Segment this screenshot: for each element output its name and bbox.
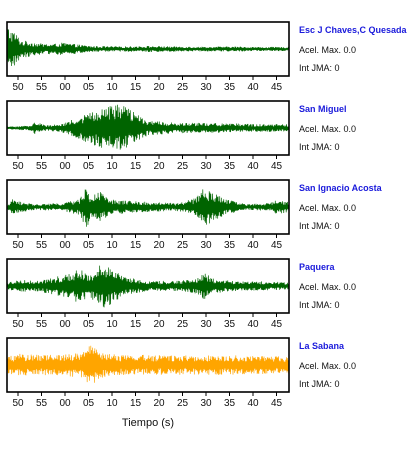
x-tick-label: 55 (36, 319, 48, 330)
x-tick-label: 50 (12, 82, 24, 93)
waveform-trace (7, 29, 289, 67)
x-tick-label: 55 (36, 161, 48, 172)
x-tick-label: 35 (224, 319, 236, 330)
x-tick-label: 30 (200, 398, 212, 409)
station-name: San Ignacio Acosta (299, 183, 383, 193)
x-tick-label: 55 (36, 82, 48, 93)
station-name: La Sabana (299, 341, 345, 351)
seismogram-panel: 50 55 00 05 10 15 20 25 30 35 40 45 San Miguel Acel. … (6, 100, 356, 172)
waveform-trace (7, 265, 289, 308)
x-tick-label: 00 (59, 161, 71, 172)
int-jma-label: Int JMA: 0 (299, 379, 340, 389)
x-tick-label: 15 (130, 240, 142, 251)
x-tick-label: 00 (59, 240, 71, 251)
x-tick-label: 15 (130, 161, 142, 172)
x-tick-label: 20 (153, 240, 165, 251)
int-jma-label: Int JMA: 0 (299, 63, 340, 73)
x-tick-label: 55 (36, 398, 48, 409)
x-tick-label: 35 (224, 240, 236, 251)
x-tick-label: 45 (271, 161, 283, 172)
waveform-trace (7, 104, 289, 150)
x-tick-label: 35 (224, 398, 236, 409)
x-tick-label: 20 (153, 319, 165, 330)
x-tick-label: 00 (59, 82, 71, 93)
x-tick-label: 05 (83, 319, 95, 330)
int-jma-label: Int JMA: 0 (299, 142, 340, 152)
x-tick-label: 40 (247, 398, 259, 409)
x-tick-label: 35 (224, 161, 236, 172)
x-tick-label: 30 (200, 319, 212, 330)
panel-frame (6, 100, 290, 156)
x-tick-label: 10 (106, 161, 118, 172)
x-axis-title: Tiempo (s) (122, 417, 174, 429)
acel-max-label: Acel. Max. 0.0 (299, 203, 356, 213)
x-tick-label: 15 (130, 398, 142, 409)
station-name: Esc J Chaves,C Quesada (299, 25, 408, 35)
x-tick-label: 50 (12, 319, 24, 330)
x-tick-label: 10 (106, 240, 118, 251)
x-tick-label: 25 (177, 319, 189, 330)
acel-max-label: Acel. Max. 0.0 (299, 45, 356, 55)
waveform-trace (7, 189, 289, 227)
panel-frame (6, 337, 290, 393)
station-name: Paquera (299, 262, 336, 272)
seismogram-panel: 50 55 00 05 10 15 20 25 30 35 40 45 Paquera Acel. Max… (6, 258, 356, 330)
x-tick-label: 00 (59, 398, 71, 409)
x-tick-label: 05 (83, 82, 95, 93)
x-tick-label: 30 (200, 82, 212, 93)
x-tick-label: 25 (177, 161, 189, 172)
x-tick-label: 50 (12, 240, 24, 251)
x-tick-label: 40 (247, 319, 259, 330)
int-jma-label: Int JMA: 0 (299, 300, 340, 310)
waveform-trace (7, 345, 289, 383)
x-tick-label: 25 (177, 398, 189, 409)
x-tick-label: 05 (83, 161, 95, 172)
x-tick-label: 30 (200, 161, 212, 172)
x-tick-label: 50 (12, 161, 24, 172)
x-tick-label: 10 (106, 82, 118, 93)
x-tick-label: 40 (247, 240, 259, 251)
x-tick-label: 25 (177, 240, 189, 251)
x-tick-label: 35 (224, 82, 236, 93)
x-tick-label: 40 (247, 82, 259, 93)
panel-frame (6, 179, 290, 235)
x-tick-label: 50 (12, 398, 24, 409)
x-tick-label: 10 (106, 319, 118, 330)
acel-max-label: Acel. Max. 0.0 (299, 282, 356, 292)
x-tick-label: 15 (130, 319, 142, 330)
x-tick-label: 45 (271, 319, 283, 330)
x-tick-label: 45 (271, 240, 283, 251)
x-tick-label: 10 (106, 398, 118, 409)
x-tick-label: 20 (153, 161, 165, 172)
int-jma-label: Int JMA: 0 (299, 221, 340, 231)
seismogram-panel: 50 55 00 05 10 15 20 25 30 35 40 45 San Ignacio Acos… (6, 179, 383, 251)
x-tick-label: 55 (36, 240, 48, 251)
x-tick-label: 25 (177, 82, 189, 93)
panel-frame (6, 258, 290, 314)
x-tick-label: 45 (271, 82, 283, 93)
x-tick-label: 15 (130, 82, 142, 93)
acel-max-label: Acel. Max. 0.0 (299, 124, 356, 134)
x-tick-label: 05 (83, 398, 95, 409)
seismogram-panel: 50 55 00 05 10 15 20 25 30 35 40 45 Esc J Chaves,C Q… (6, 21, 408, 93)
x-tick-label: 20 (153, 82, 165, 93)
x-tick-label: 00 (59, 319, 71, 330)
x-tick-label: 45 (271, 398, 283, 409)
panel-frame (6, 21, 290, 77)
acel-max-label: Acel. Max. 0.0 (299, 361, 356, 371)
x-tick-label: 05 (83, 240, 95, 251)
x-tick-label: 20 (153, 398, 165, 409)
x-tick-label: 40 (247, 161, 259, 172)
seismogram-panel: 50 55 00 05 10 15 20 25 30 35 40 45 La Sabana Acel. M… (6, 337, 356, 409)
station-name: San Miguel (299, 104, 347, 114)
x-tick-label: 30 (200, 240, 212, 251)
